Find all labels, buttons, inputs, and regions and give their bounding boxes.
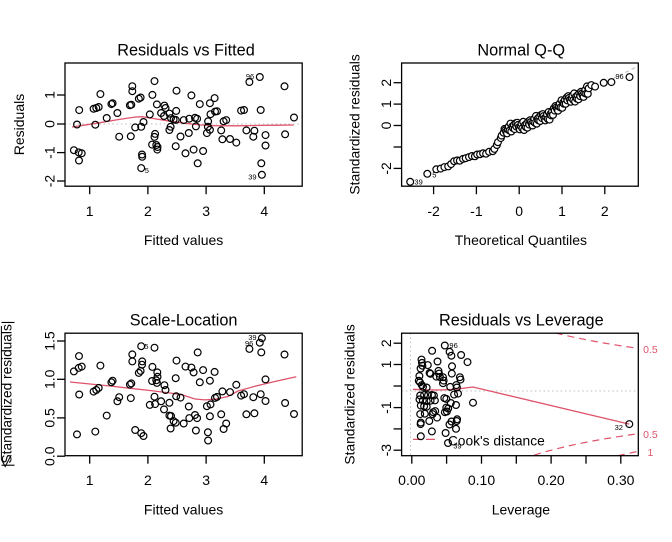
svg-text:39: 39 bbox=[453, 441, 461, 450]
svg-text:Fitted values: Fitted values bbox=[144, 502, 223, 518]
svg-text:1: 1 bbox=[647, 447, 653, 459]
svg-text:5: 5 bbox=[144, 342, 148, 351]
svg-text:2: 2 bbox=[144, 203, 152, 219]
svg-text:Residuals vs Leverage: Residuals vs Leverage bbox=[439, 311, 604, 329]
svg-text:96: 96 bbox=[245, 339, 253, 348]
svg-text:0.00: 0.00 bbox=[398, 472, 425, 488]
svg-text:0.0: 0.0 bbox=[42, 446, 58, 466]
svg-text:32: 32 bbox=[615, 423, 623, 432]
svg-text:39: 39 bbox=[414, 178, 422, 187]
svg-text:96: 96 bbox=[449, 341, 457, 350]
svg-text:0.5: 0.5 bbox=[643, 344, 658, 356]
svg-text:1: 1 bbox=[378, 360, 394, 368]
svg-text:Scale-Location: Scale-Location bbox=[130, 311, 238, 329]
svg-text:Normal Q-Q: Normal Q-Q bbox=[477, 41, 565, 59]
svg-text:Standardized residuals: Standardized residuals bbox=[343, 324, 358, 464]
svg-text:Standardized residuals: Standardized residuals bbox=[348, 54, 363, 194]
svg-text:2: 2 bbox=[378, 339, 394, 347]
svg-text:4: 4 bbox=[260, 203, 268, 219]
svg-text:0.5: 0.5 bbox=[643, 429, 658, 441]
svg-text:Theoretical Quantiles: Theoretical Quantiles bbox=[455, 232, 587, 248]
svg-text:3: 3 bbox=[202, 203, 210, 219]
svg-text:Leverage: Leverage bbox=[492, 502, 551, 518]
svg-text:2: 2 bbox=[601, 203, 609, 219]
svg-text:-2: -2 bbox=[427, 203, 440, 219]
svg-text:0.10: 0.10 bbox=[468, 472, 495, 488]
svg-text:1: 1 bbox=[378, 100, 394, 108]
svg-text:Fitted values: Fitted values bbox=[144, 232, 223, 248]
svg-text:4: 4 bbox=[260, 472, 268, 488]
svg-text:2: 2 bbox=[378, 79, 394, 87]
svg-text:0.30: 0.30 bbox=[607, 472, 634, 488]
svg-text:-2: -2 bbox=[378, 162, 394, 175]
svg-text:2: 2 bbox=[144, 472, 152, 488]
svg-text:-2: -2 bbox=[42, 175, 58, 188]
svg-text:-3: -3 bbox=[378, 444, 394, 457]
svg-text:-1: -1 bbox=[378, 401, 394, 414]
svg-text:0.5: 0.5 bbox=[42, 408, 58, 428]
svg-text:0: 0 bbox=[515, 203, 523, 219]
svg-text:0: 0 bbox=[42, 120, 58, 128]
svg-text:5: 5 bbox=[432, 171, 436, 180]
svg-text:1.0: 1.0 bbox=[42, 369, 58, 389]
svg-text:1: 1 bbox=[86, 203, 94, 219]
svg-text:3: 3 bbox=[202, 472, 210, 488]
svg-text:1: 1 bbox=[42, 91, 58, 99]
svg-text:|Standardized residuals|: |Standardized residuals| bbox=[0, 321, 15, 467]
svg-text:Residuals: Residuals bbox=[11, 94, 27, 155]
svg-text:1: 1 bbox=[558, 203, 566, 219]
svg-text:39: 39 bbox=[248, 333, 256, 342]
svg-text:-1: -1 bbox=[42, 146, 58, 159]
svg-text:96: 96 bbox=[246, 72, 254, 81]
svg-text:Residuals vs Fitted: Residuals vs Fitted bbox=[117, 41, 255, 59]
svg-text:96: 96 bbox=[615, 72, 623, 81]
svg-text:39: 39 bbox=[248, 173, 256, 182]
svg-text:1.5: 1.5 bbox=[42, 331, 58, 351]
svg-text:5: 5 bbox=[145, 166, 149, 175]
svg-text:0.20: 0.20 bbox=[537, 472, 564, 488]
svg-text:-1: -1 bbox=[470, 203, 483, 219]
svg-text:0: 0 bbox=[378, 121, 394, 129]
svg-text:1: 1 bbox=[86, 472, 94, 488]
svg-text:Cook's distance: Cook's distance bbox=[448, 433, 545, 448]
